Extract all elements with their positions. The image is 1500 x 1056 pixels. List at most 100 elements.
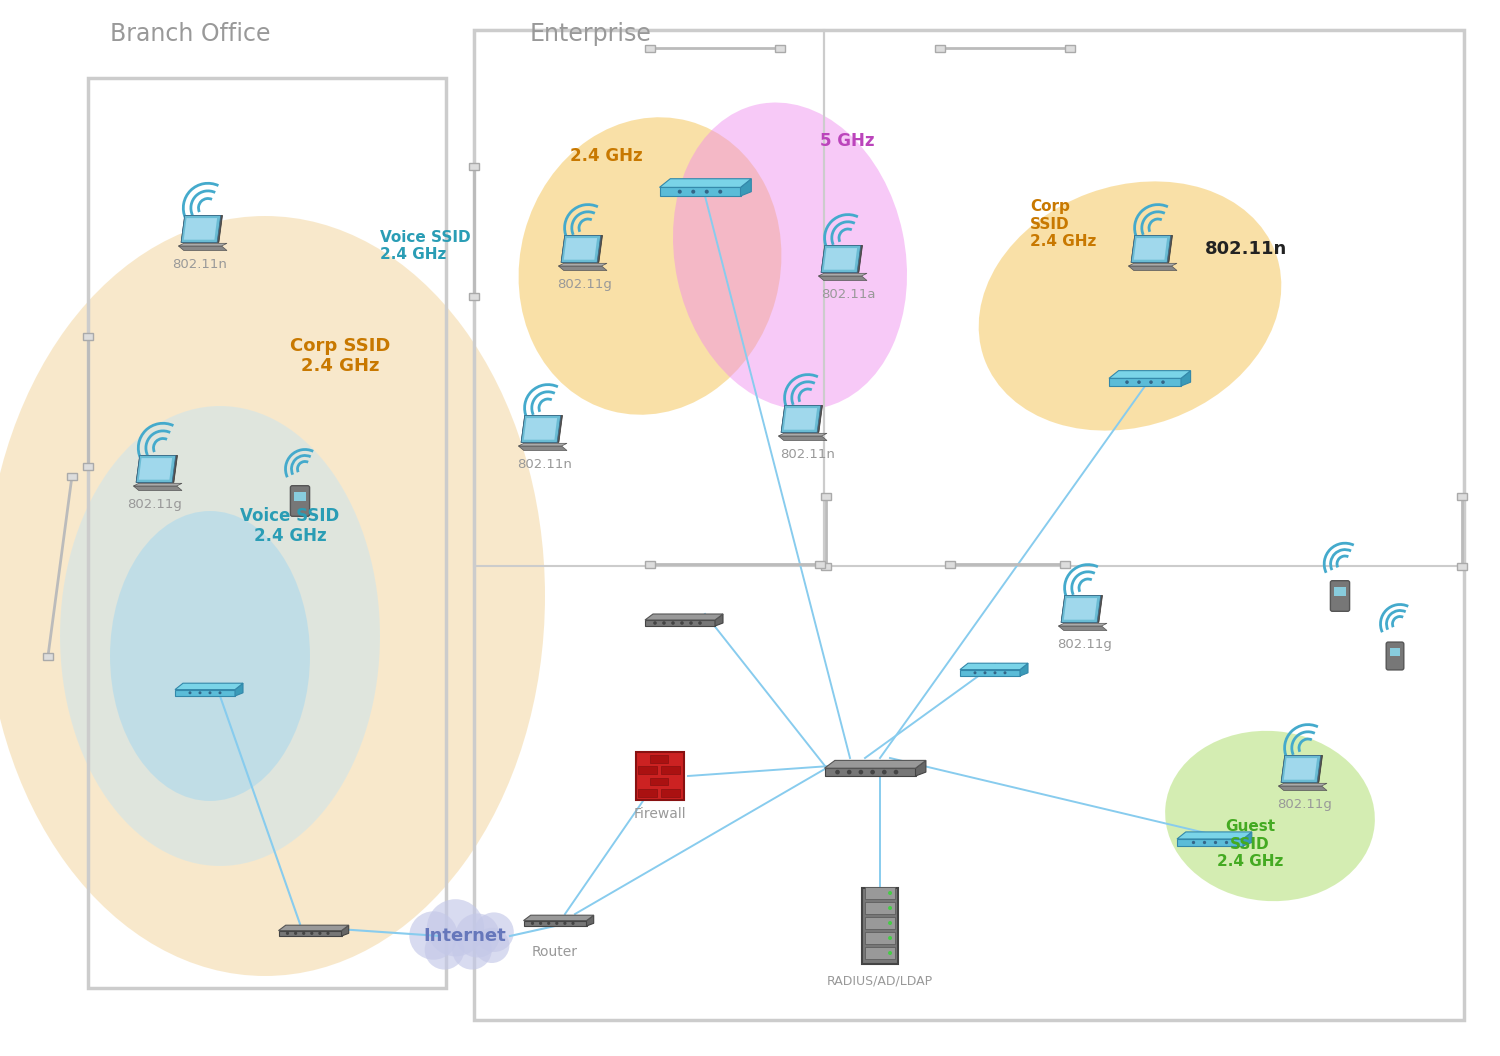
Bar xyxy=(645,561,656,568)
Text: 802.11a: 802.11a xyxy=(821,288,876,301)
Ellipse shape xyxy=(978,182,1281,431)
Polygon shape xyxy=(342,925,348,936)
Polygon shape xyxy=(182,215,220,243)
Bar xyxy=(645,45,656,52)
Bar xyxy=(776,45,784,52)
Polygon shape xyxy=(176,690,236,696)
Circle shape xyxy=(974,672,976,675)
Polygon shape xyxy=(519,444,567,446)
Bar xyxy=(1335,586,1346,596)
Circle shape xyxy=(424,930,465,969)
Polygon shape xyxy=(178,243,226,246)
Circle shape xyxy=(858,770,862,774)
Circle shape xyxy=(318,931,321,935)
Polygon shape xyxy=(1178,838,1244,846)
Bar xyxy=(824,30,1464,566)
Bar xyxy=(1060,561,1070,568)
Circle shape xyxy=(456,913,500,958)
Ellipse shape xyxy=(0,216,544,976)
Polygon shape xyxy=(784,408,818,430)
Text: Corp
SSID
2.4 GHz: Corp SSID 2.4 GHz xyxy=(1030,200,1096,249)
Circle shape xyxy=(1203,841,1206,844)
Text: Voice SSID
2.4 GHz: Voice SSID 2.4 GHz xyxy=(380,230,471,262)
Polygon shape xyxy=(778,436,826,440)
Bar xyxy=(639,789,657,796)
Polygon shape xyxy=(558,263,608,266)
Polygon shape xyxy=(778,433,826,436)
Polygon shape xyxy=(1244,832,1252,846)
Circle shape xyxy=(452,930,492,969)
Circle shape xyxy=(302,931,306,935)
Bar xyxy=(1456,493,1467,499)
Text: Enterprise: Enterprise xyxy=(530,22,652,46)
Circle shape xyxy=(984,672,987,675)
Circle shape xyxy=(219,692,222,694)
Polygon shape xyxy=(1064,598,1096,620)
Polygon shape xyxy=(564,238,597,260)
Polygon shape xyxy=(1180,371,1191,386)
Circle shape xyxy=(870,770,874,774)
Polygon shape xyxy=(136,455,176,483)
Circle shape xyxy=(993,672,996,675)
Circle shape xyxy=(888,891,892,895)
Polygon shape xyxy=(1108,378,1180,386)
Bar xyxy=(862,888,898,964)
Circle shape xyxy=(555,922,558,925)
Polygon shape xyxy=(561,235,600,262)
Circle shape xyxy=(427,900,484,957)
Circle shape xyxy=(888,921,892,925)
Bar xyxy=(865,917,895,929)
Bar xyxy=(44,653,52,660)
Polygon shape xyxy=(1020,663,1028,676)
Circle shape xyxy=(294,931,297,935)
Circle shape xyxy=(310,931,314,935)
Circle shape xyxy=(327,931,330,935)
Polygon shape xyxy=(660,187,741,196)
Polygon shape xyxy=(1281,755,1323,782)
Circle shape xyxy=(670,621,675,625)
Circle shape xyxy=(1137,380,1142,384)
Circle shape xyxy=(410,911,458,960)
Text: Internet: Internet xyxy=(423,927,507,945)
Circle shape xyxy=(692,190,696,193)
Circle shape xyxy=(1004,672,1007,675)
Bar xyxy=(865,932,895,944)
Bar xyxy=(88,78,446,988)
Bar xyxy=(68,473,76,480)
Polygon shape xyxy=(178,246,226,250)
Polygon shape xyxy=(136,455,177,483)
Polygon shape xyxy=(1131,235,1170,262)
Polygon shape xyxy=(821,245,861,272)
FancyBboxPatch shape xyxy=(1386,642,1404,670)
Circle shape xyxy=(538,922,542,925)
Polygon shape xyxy=(1284,758,1317,779)
Polygon shape xyxy=(1059,623,1107,626)
Polygon shape xyxy=(825,760,926,768)
Polygon shape xyxy=(586,916,594,926)
Polygon shape xyxy=(176,683,243,690)
Polygon shape xyxy=(1060,596,1102,622)
Polygon shape xyxy=(645,620,716,626)
Circle shape xyxy=(474,928,510,963)
Text: Corp SSID
2.4 GHz: Corp SSID 2.4 GHz xyxy=(290,337,390,375)
Bar xyxy=(1065,45,1076,52)
Text: 802.11g: 802.11g xyxy=(558,278,612,291)
Polygon shape xyxy=(915,760,926,776)
Circle shape xyxy=(680,621,684,625)
Polygon shape xyxy=(960,670,1020,676)
Polygon shape xyxy=(524,916,594,921)
Circle shape xyxy=(286,931,290,935)
Polygon shape xyxy=(1134,238,1167,260)
Polygon shape xyxy=(279,925,348,930)
Polygon shape xyxy=(182,215,222,243)
Bar xyxy=(1390,647,1400,656)
Bar xyxy=(474,30,824,566)
Circle shape xyxy=(718,190,723,193)
Bar xyxy=(821,493,831,499)
Circle shape xyxy=(1161,380,1166,384)
Circle shape xyxy=(1226,841,1228,844)
Polygon shape xyxy=(821,245,862,272)
Bar xyxy=(821,563,831,570)
Text: Guest
SSID
2.4 GHz: Guest SSID 2.4 GHz xyxy=(1216,819,1282,869)
Polygon shape xyxy=(825,768,915,776)
